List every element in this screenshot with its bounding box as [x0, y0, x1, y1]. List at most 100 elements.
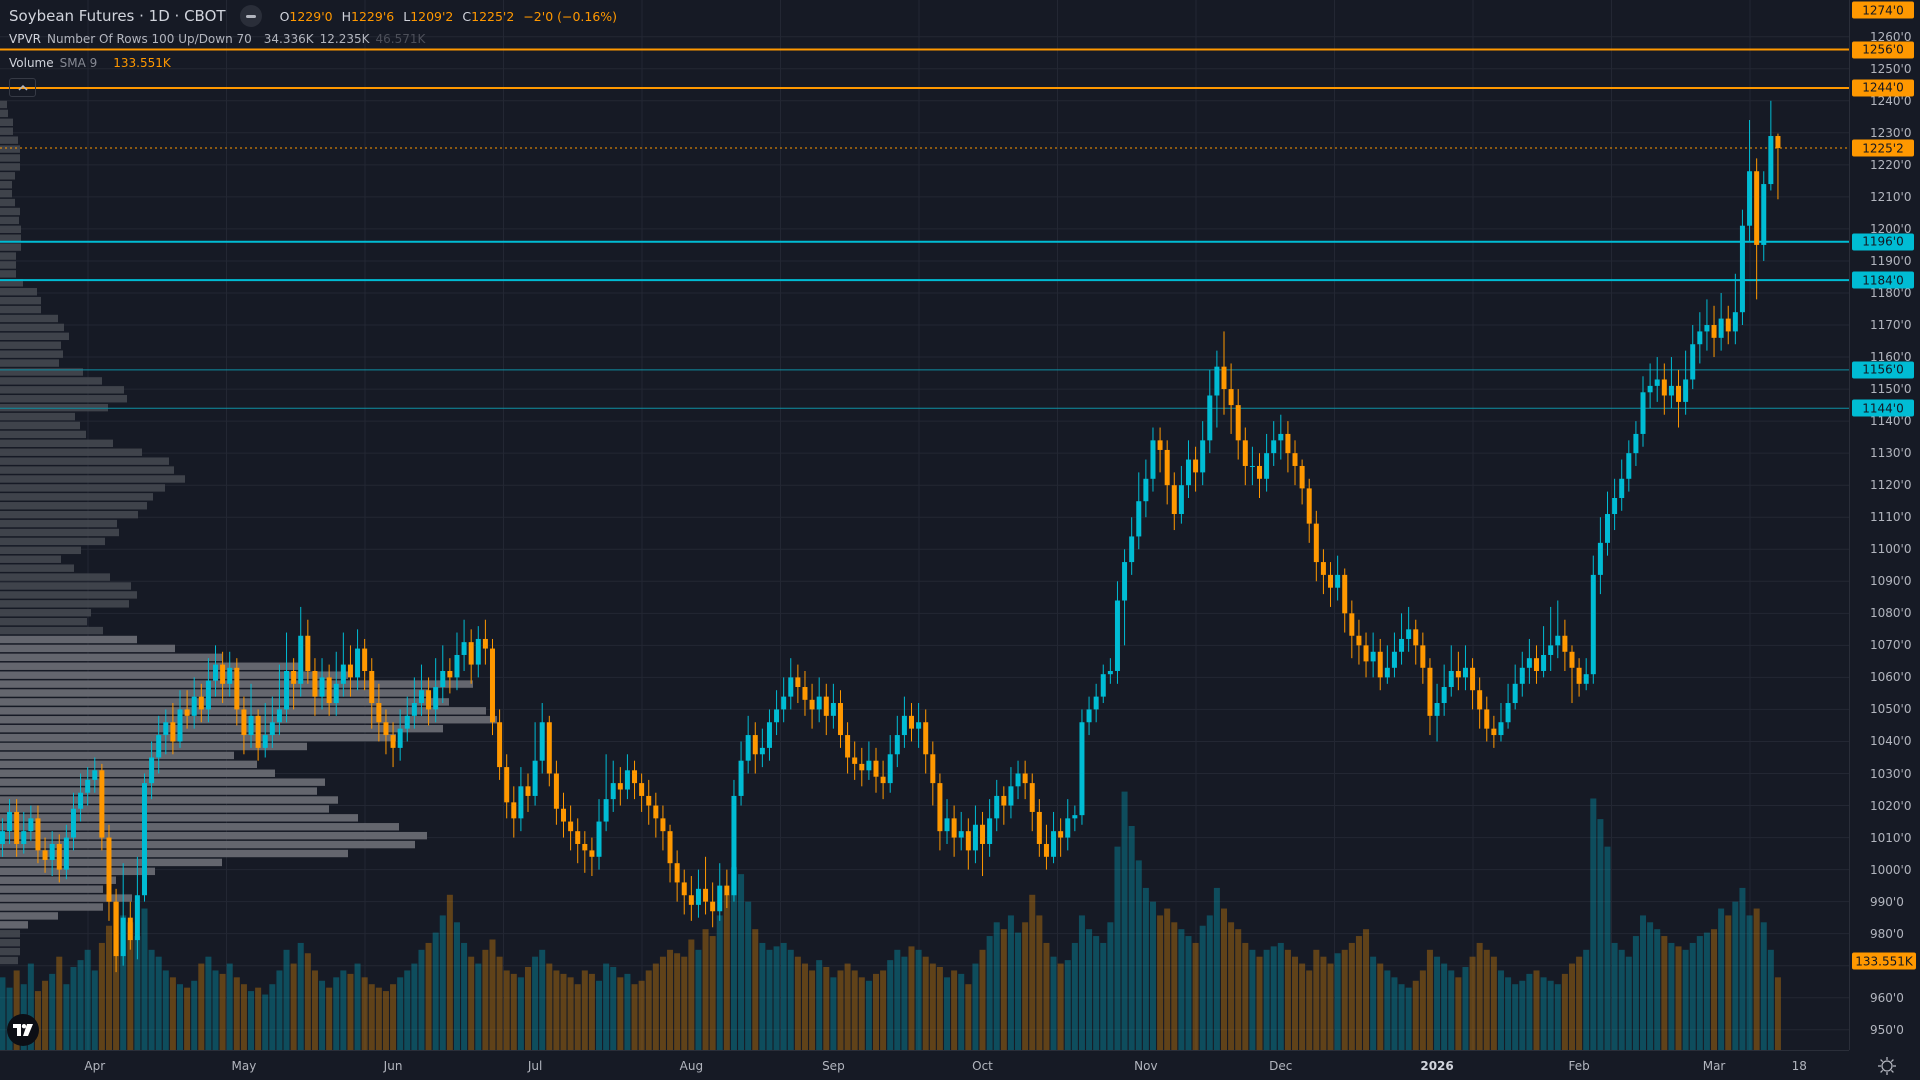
price-tick-label: 1190'0	[1870, 253, 1912, 268]
time-tick-label: Feb	[1568, 1059, 1590, 1073]
candle-body	[1541, 654, 1547, 671]
volume-bar	[1078, 915, 1085, 1050]
candle-body	[269, 722, 275, 736]
volume-bar	[319, 980, 326, 1050]
volume-bar	[702, 929, 709, 1050]
candle-body	[276, 709, 282, 723]
volume-bar	[695, 949, 702, 1050]
volume-profile-row	[0, 956, 18, 965]
volume-bar	[553, 970, 560, 1050]
volume-bar	[1625, 956, 1632, 1050]
candle-body	[909, 715, 915, 729]
volume-bar	[262, 994, 269, 1050]
volume-bar	[27, 963, 34, 1050]
volume-bar	[1426, 949, 1433, 1050]
volume-profile-row	[0, 564, 74, 572]
volume-legend[interactable]: Volume SMA 9 133.551K	[9, 56, 171, 70]
price-tick-label: 1240'0	[1870, 93, 1912, 108]
volume-bar	[1434, 956, 1441, 1050]
candle-body	[1697, 331, 1703, 345]
collapse-legend-button[interactable]	[9, 78, 36, 97]
candle-body	[937, 783, 943, 832]
volume-bar	[361, 977, 368, 1050]
candle-body	[1399, 638, 1405, 652]
volume-bar	[894, 949, 901, 1050]
volume-profile-row	[0, 840, 415, 849]
candle-body	[1100, 674, 1106, 697]
candle-body	[823, 696, 829, 716]
volume-bar	[1611, 942, 1618, 1050]
candle-body	[745, 735, 751, 761]
volume-bar	[1263, 949, 1270, 1050]
volume-profile-row	[0, 430, 86, 439]
tradingview-logo[interactable]	[7, 1014, 39, 1046]
time-axis[interactable]: Apr May Jun Jul Aug Sep Oct Nov Dec 2026 Feb Mar 18	[0, 1050, 1849, 1080]
price-badge: 1196'0	[1852, 233, 1914, 251]
volume-bar	[1419, 970, 1426, 1050]
volume-bar	[588, 973, 595, 1050]
volume-bar	[560, 973, 567, 1050]
candle-body	[1228, 389, 1234, 406]
price-chart[interactable]	[0, 0, 1849, 1050]
volume-bar	[390, 984, 397, 1050]
candle-body	[575, 831, 581, 844]
time-tick-label: Jun	[383, 1059, 403, 1073]
volume-bar	[425, 942, 432, 1050]
price-axis[interactable]	[1849, 0, 1920, 1050]
volume-bar	[851, 970, 858, 1050]
volume-bar	[368, 984, 375, 1050]
candle-body	[248, 715, 254, 736]
volume-bar	[617, 977, 624, 1050]
vpvr-total-volume: 46.571K	[375, 32, 426, 46]
vpvr-legend[interactable]: VPVR Number Of Rows 100 Up/Down 70 34.33…	[9, 32, 425, 46]
volume-sma-badge: 133.551K	[1852, 952, 1916, 970]
candle-body	[262, 735, 268, 748]
candle-body	[610, 783, 616, 800]
volume-bar	[1015, 932, 1022, 1050]
volume-bar	[1000, 929, 1007, 1050]
volume-bar	[496, 956, 503, 1050]
candle-body	[624, 770, 630, 790]
volume-bar	[13, 970, 20, 1050]
volume-profile-row	[0, 314, 58, 323]
candle-body	[724, 885, 730, 896]
volume-bar	[1192, 942, 1199, 1050]
volume-bar	[6, 987, 13, 1050]
hide-legend-button[interactable]	[239, 5, 262, 27]
candle-body	[923, 722, 929, 755]
volume-bar	[1519, 980, 1526, 1050]
volume-bar	[226, 963, 233, 1050]
candle-body	[1335, 574, 1341, 588]
candle-body	[887, 754, 893, 784]
candle-body	[1477, 690, 1483, 710]
volume-profile-row	[0, 938, 20, 947]
candle-body	[1775, 136, 1781, 149]
volume-bar	[1455, 977, 1462, 1050]
volume-profile-row	[0, 644, 175, 653]
horizontal-lines[interactable]	[0, 48, 1849, 409]
volume-bar	[340, 970, 347, 1050]
candle-body	[1768, 136, 1774, 185]
volume-bar	[205, 956, 212, 1050]
volume-bar	[574, 984, 581, 1050]
candle-body	[92, 770, 98, 780]
volume-bar	[1320, 956, 1327, 1050]
time-tick-label: 18	[1791, 1059, 1807, 1073]
volume-bar	[1149, 901, 1156, 1050]
candle-body	[1242, 440, 1248, 466]
candle-body	[411, 703, 417, 716]
price-tick-label: 1030'0	[1870, 766, 1912, 781]
candle-body	[426, 690, 432, 710]
candle-body	[461, 642, 467, 655]
volume-bar	[1448, 970, 1455, 1050]
symbol-title[interactable]: Soybean Futures · 1D · CBOT	[9, 7, 226, 25]
volume-bar	[1590, 798, 1597, 1050]
volume-bar	[979, 949, 986, 1050]
volume-profile-row	[0, 261, 16, 269]
settings-gear-icon[interactable]	[1877, 1056, 1897, 1076]
volume-bar	[1228, 922, 1235, 1050]
volume-bar	[177, 984, 183, 1050]
price-tick-label: 1000'0	[1870, 862, 1912, 877]
candle-body	[674, 863, 680, 883]
volume-profile-row	[0, 733, 396, 742]
